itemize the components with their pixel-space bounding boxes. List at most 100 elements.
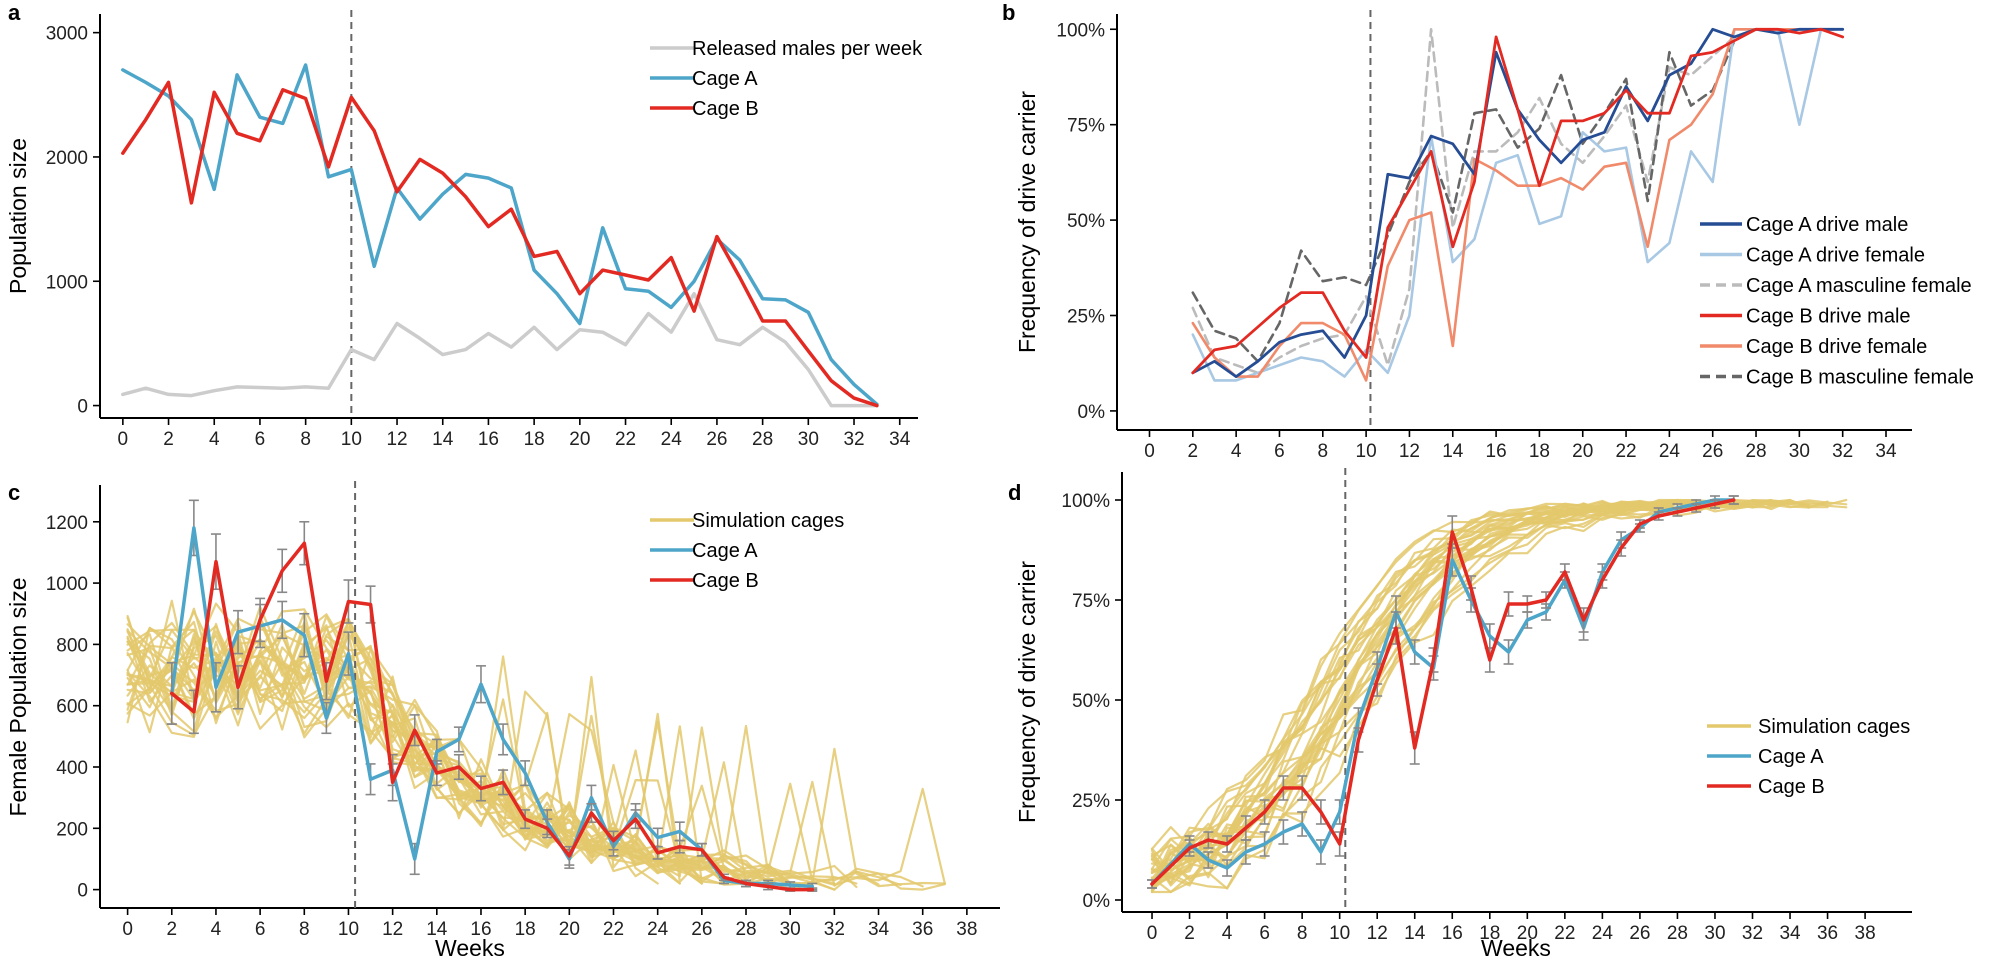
x-tick-label: 26 [1629,923,1650,944]
series-line-cage-b [121,80,879,408]
x-tick-label: 20 [1572,441,1593,462]
x-tick-label: 32 [824,919,845,940]
x-tick-label: 32 [1742,923,1763,944]
x-tick-label: 4 [209,429,220,450]
x-tick-label: 0 [1147,923,1158,944]
x-tick-label: 0 [122,919,133,940]
panel-letter: d [1008,480,1021,505]
legend-label: Released males per week [692,38,923,60]
panel-a: a0 2 4 6 8 10 12 14 16 18 20 22 24 26 28 30 32 3401000200… [5,0,923,450]
x-tick-label: 36 [1817,923,1838,944]
x-tick-label: 6 [1274,441,1285,462]
x-tick-label: 0 [118,429,129,450]
x-tick-label: 18 [1529,441,1550,462]
x-tick-label: 22 [1554,923,1575,944]
legend-label: Cage B [1758,776,1825,798]
x-tick-label: 20 [1517,923,1538,944]
x-tick-label: 30 [1704,923,1725,944]
x-tick-label: 22 [603,919,624,940]
x-tick-label: 8 [1318,441,1329,462]
legend: Simulation cages Cage A Cage B [650,510,844,592]
x-tick-label: 32 [843,429,864,450]
x-tick-label: 2 [1184,923,1195,944]
simulation-cage-line [1150,500,1717,885]
x-tick-label: 8 [300,429,311,450]
legend: Simulation cages Cage A Cage B [1707,716,1910,798]
y-tick-label: 200 [56,819,88,840]
x-tick-label: 4 [1231,441,1242,462]
series-line-cage-b-drive-male [1191,27,1845,375]
y-tick-label: 0% [1083,891,1111,912]
x-tick-label: 16 [478,429,499,450]
panel-letter: b [1002,0,1015,25]
x-tick-label: 28 [735,919,756,940]
y-tick-label: 50% [1067,211,1105,232]
y-axis-title: Female Population size [5,577,31,816]
x-tick-label: 34 [1779,923,1801,944]
x-tick-label: 28 [752,429,773,450]
legend-label: Cage A [692,540,758,562]
x-tick-label: 18 [515,919,536,940]
x-tick-label: 14 [426,919,448,940]
simulation-cage-line [1150,499,1717,887]
simulation-cage-line [1150,499,1679,887]
panel-c: c0 2 4 6 8 10 12 14 16 18 20 22 24 26 28 30 32 34 36 380200… [5,480,1000,961]
panel-letter: c [8,480,20,505]
y-tick-label: 0 [77,881,88,902]
x-tick-label: 34 [1875,441,1897,462]
x-tick-label: 12 [382,919,403,940]
x-tick-label: 12 [1367,923,1388,944]
x-tick-label: 18 [524,429,545,450]
x-tick-label: 0 [1144,441,1155,462]
legend-label: Cage B drive male [1746,306,1911,328]
x-tick-label: 14 [1404,923,1426,944]
legend-label: Cage B masculine female [1746,367,1974,389]
y-tick-label: 600 [56,697,88,718]
x-tick-label: 6 [255,919,266,940]
legend-label: Cage A drive female [1746,245,1925,267]
x-tick-label: 8 [299,919,310,940]
legend-label: Cage A drive male [1746,214,1908,236]
x-tick-label: 30 [798,429,819,450]
x-tick-label: 38 [956,919,977,940]
x-tick-label: 14 [432,429,454,450]
series-line-cage-a-drive-female [1191,27,1823,382]
x-tick-label: 28 [1667,923,1688,944]
x-tick-label: 36 [912,919,933,940]
y-tick-label: 75% [1067,116,1105,137]
x-tick-label: 2 [163,429,174,450]
legend-label: Cage A [692,68,758,90]
x-tick-label: 34 [868,919,890,940]
x-tick-label: 22 [615,429,636,450]
x-tick-label: 4 [211,919,222,940]
x-tick-label: 4 [1222,923,1233,944]
panel-b: b0 2 4 6 8 10 12 14 16 18 20 22 24 26 28 30 32 340%25%50%… [1002,0,1974,462]
x-tick-label: 30 [1789,441,1810,462]
legend: Released males per week Cage A Cage B [650,38,923,120]
legend-label: Cage A [1758,746,1824,768]
y-tick-label: 1200 [46,513,88,534]
y-tick-label: 100% [1056,20,1105,41]
series-line-cage-b [170,541,815,892]
series-line-cage-b-masculine-female [1191,27,1844,363]
y-axis-title: Population size [5,138,31,294]
x-tick-label: 14 [1442,441,1464,462]
x-tick-label: 26 [691,919,712,940]
x-tick-label: 34 [889,429,911,450]
simulation-cage-line [126,605,726,885]
series-line-released-males-per-week [121,291,879,408]
legend-label: Cage B drive female [1746,336,1927,358]
y-tick-label: 800 [56,635,88,656]
y-axis-title: Frequency of drive carrier [1014,561,1040,823]
x-tick-label: 6 [255,429,266,450]
x-tick-label: 2 [1188,441,1199,462]
simulation-cage-line [126,617,703,885]
x-tick-label: 12 [386,429,407,450]
panel-letter: a [8,0,21,25]
y-tick-label: 0 [77,397,88,418]
series-line-cage-b-drive-female [1191,27,1823,382]
x-tick-label: 16 [470,919,491,940]
legend-label: Cage B [692,570,759,592]
y-tick-label: 50% [1072,691,1110,712]
